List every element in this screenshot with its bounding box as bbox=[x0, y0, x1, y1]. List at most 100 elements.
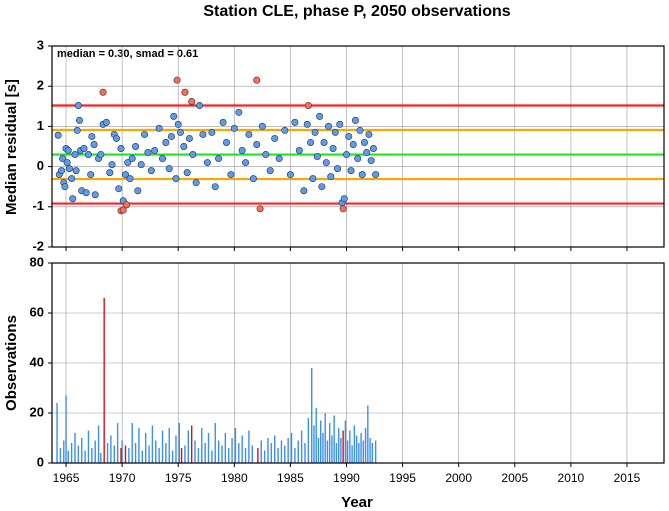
bar bbox=[248, 430, 250, 463]
bar bbox=[231, 438, 233, 463]
bar bbox=[349, 430, 351, 463]
bar bbox=[158, 448, 160, 463]
data-point bbox=[339, 205, 347, 213]
bar bbox=[131, 423, 133, 463]
bar bbox=[369, 438, 371, 463]
bar bbox=[277, 448, 279, 463]
data-point bbox=[151, 147, 159, 155]
data-point bbox=[336, 120, 344, 128]
data-point bbox=[75, 116, 83, 124]
data-point bbox=[253, 140, 261, 148]
y-axis-label: Observations bbox=[3, 315, 20, 411]
bar bbox=[141, 450, 144, 463]
data-point bbox=[227, 171, 235, 179]
data-point bbox=[196, 101, 204, 109]
bar bbox=[124, 445, 127, 463]
data-point bbox=[165, 165, 173, 173]
data-point bbox=[115, 185, 123, 193]
bar bbox=[353, 425, 356, 463]
data-point bbox=[119, 206, 127, 214]
data-point bbox=[181, 88, 189, 96]
data-point bbox=[65, 165, 73, 173]
bar bbox=[155, 440, 157, 463]
data-point bbox=[235, 108, 243, 116]
data-point bbox=[170, 112, 178, 120]
data-point bbox=[351, 116, 359, 124]
data-point bbox=[249, 175, 257, 183]
bar bbox=[190, 425, 193, 463]
x-tick-label: 2010 bbox=[558, 471, 585, 485]
bar bbox=[103, 298, 105, 463]
x-tick-label: 1970 bbox=[109, 471, 136, 485]
bar bbox=[171, 450, 174, 463]
bar bbox=[84, 450, 86, 463]
data-point bbox=[124, 159, 132, 167]
x-axis-label: Year bbox=[341, 494, 373, 511]
data-point bbox=[331, 128, 339, 136]
data-point bbox=[74, 101, 82, 109]
x-tick-label: 1975 bbox=[165, 471, 192, 485]
bar bbox=[315, 408, 317, 463]
bar bbox=[244, 448, 247, 463]
data-point bbox=[304, 101, 312, 109]
bar bbox=[113, 445, 115, 463]
bar bbox=[175, 435, 177, 463]
bar bbox=[319, 420, 322, 463]
bar bbox=[267, 438, 269, 463]
data-point bbox=[141, 130, 149, 138]
bar bbox=[355, 435, 358, 463]
data-point bbox=[64, 147, 72, 155]
y-tick-label: 0 bbox=[37, 454, 44, 469]
bar bbox=[67, 450, 69, 463]
bar bbox=[333, 415, 335, 463]
y-tick-label: 0 bbox=[37, 158, 44, 173]
data-point bbox=[334, 165, 342, 173]
bar bbox=[251, 445, 253, 463]
data-point bbox=[126, 175, 134, 183]
bar bbox=[313, 425, 315, 463]
data-point bbox=[113, 134, 121, 142]
bar bbox=[371, 443, 374, 463]
data-point bbox=[256, 205, 264, 213]
data-point bbox=[61, 183, 69, 191]
data-point bbox=[132, 143, 140, 151]
y-tick-label: 40 bbox=[30, 354, 44, 369]
data-point bbox=[167, 132, 175, 140]
data-point bbox=[367, 157, 375, 165]
data-point bbox=[173, 76, 181, 84]
data-point bbox=[372, 171, 380, 179]
data-point bbox=[307, 138, 315, 146]
data-point bbox=[69, 195, 77, 203]
y-tick-label: 80 bbox=[30, 254, 44, 269]
bar bbox=[294, 448, 296, 463]
bar bbox=[56, 403, 58, 463]
data-point bbox=[245, 130, 253, 138]
data-point bbox=[281, 126, 289, 134]
data-point bbox=[309, 175, 317, 183]
y-tick-label: -1 bbox=[32, 198, 44, 213]
bar bbox=[97, 425, 100, 463]
bar bbox=[161, 430, 164, 463]
data-point bbox=[258, 122, 266, 130]
bar bbox=[121, 440, 123, 463]
bar bbox=[194, 440, 196, 463]
bar bbox=[214, 423, 216, 463]
data-point bbox=[58, 167, 66, 175]
data-point bbox=[159, 155, 167, 163]
bar bbox=[100, 453, 102, 463]
bar bbox=[304, 443, 306, 463]
data-point bbox=[137, 161, 145, 169]
bar bbox=[201, 428, 203, 463]
data-point bbox=[117, 145, 125, 153]
data-point bbox=[91, 191, 99, 199]
bar bbox=[63, 440, 65, 463]
bar bbox=[168, 428, 170, 463]
data-point bbox=[72, 167, 80, 175]
bar bbox=[311, 368, 313, 463]
data-point bbox=[90, 140, 98, 148]
y-tick-label: 60 bbox=[30, 304, 44, 319]
data-point bbox=[102, 118, 110, 126]
bar bbox=[241, 435, 243, 463]
data-point bbox=[106, 169, 114, 177]
bar bbox=[340, 438, 342, 463]
